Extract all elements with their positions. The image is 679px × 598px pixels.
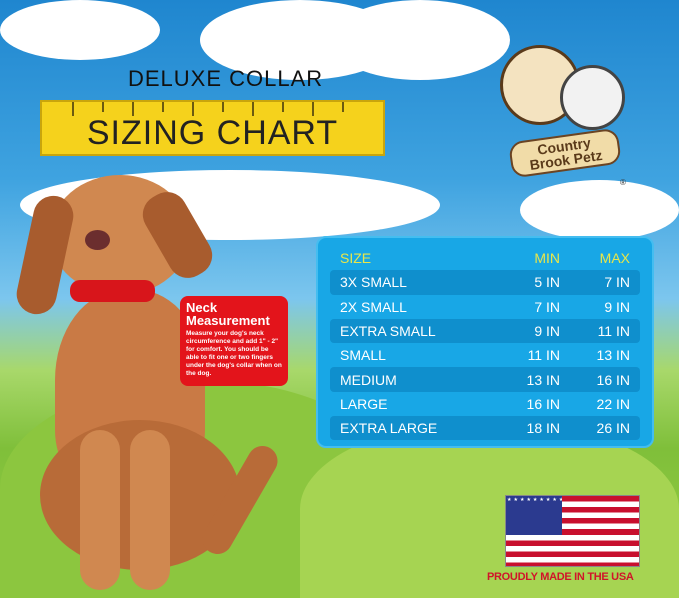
max-cell: 7 IN [604,274,630,291]
registered-mark: ® [620,178,626,187]
table-row: LARGE 16 IN 22 IN [330,392,640,416]
size-cell: SMALL [340,347,386,364]
callout-text: Measure your dog's neck circumference an… [186,330,282,377]
min-cell: 7 IN [534,298,560,315]
made-in-usa-label: PROUDLY MADE IN THE USA [487,571,634,583]
size-cell: MEDIUM [340,371,397,388]
min-cell: 11 IN [527,347,560,364]
max-cell: 13 IN [596,347,630,364]
page-title: SIZING CHART [86,114,339,152]
max-cell: 26 IN [596,420,630,437]
size-cell: 2X SMALL [340,298,407,315]
min-cell: 13 IN [526,371,560,388]
neck-measurement-callout: Neck Measurement Measure your dog's neck… [180,296,288,386]
size-cell: EXTRA LARGE [340,420,438,437]
table-row: EXTRA LARGE 18 IN 26 IN [330,416,640,441]
product-subtitle: DELUXE COLLAR [128,66,324,91]
ruler-banner: SIZING CHART [40,100,385,156]
max-cell: 22 IN [596,395,630,412]
collar [70,280,155,302]
flag-canton: ★★★★★★★★★★★★★★★★★★★★★★★★★★★★★★★★★★★★★★★★… [506,496,562,535]
table-row: MEDIUM 13 IN 16 IN [330,367,640,392]
min-cell: 9 IN [534,323,560,340]
header-size: SIZE [340,250,372,267]
min-cell: 16 IN [526,395,560,412]
callout-title: Neck Measurement [186,300,270,328]
sizing-table: SIZE MIN MAX 3X SMALL 5 IN 7 IN 2X SMALL 7 … [316,236,654,448]
brand-logo [490,40,630,190]
cloud [520,180,679,240]
size-cell: 3X SMALL [340,274,407,291]
table-header: SIZE MIN MAX [330,246,640,270]
max-cell: 11 IN [597,323,630,340]
min-cell: 18 IN [526,420,560,437]
table-row: 2X SMALL 7 IN 9 IN [330,295,640,319]
max-cell: 16 IN [596,371,630,388]
header-max: MAX [599,250,630,267]
size-cell: EXTRA SMALL [340,323,436,340]
max-cell: 9 IN [604,298,630,315]
cloud [330,0,510,80]
table-row: 3X SMALL 5 IN 7 IN [330,270,640,295]
header-min: MIN [534,250,560,267]
table-row: EXTRA SMALL 9 IN 11 IN [330,318,640,344]
size-cell: LARGE [340,395,388,412]
table-row: SMALL 11 IN 13 IN [330,343,640,367]
usa-flag-icon: ★★★★★★★★★★★★★★★★★★★★★★★★★★★★★★★★★★★★★★★★… [505,495,640,567]
cloud [0,0,160,60]
min-cell: 5 IN [534,274,560,291]
